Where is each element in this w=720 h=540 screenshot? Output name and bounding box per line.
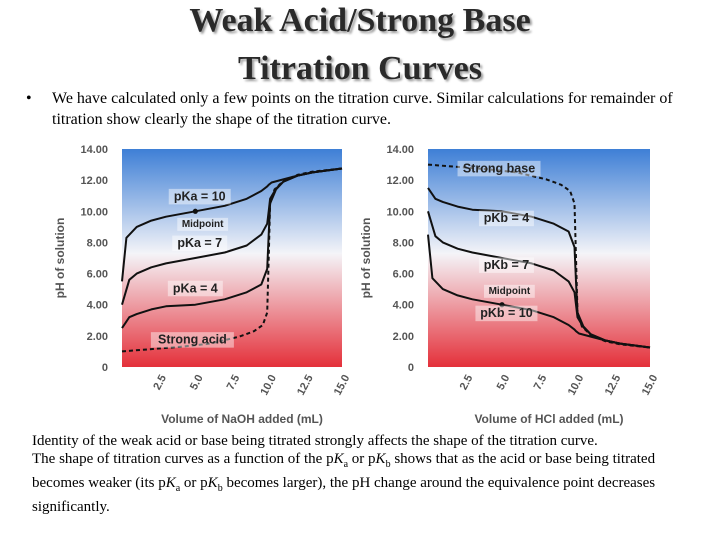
y-tick-label: 4.00	[393, 300, 414, 312]
y-tick-label: 6.00	[393, 269, 414, 281]
series-line-pkb-7	[427, 211, 651, 349]
p2-sub-b: b	[385, 459, 391, 470]
y-tick-label: 10.00	[80, 206, 108, 218]
x-tick-label: 7.5	[532, 373, 550, 392]
p2-sub-a-2: a	[175, 483, 181, 494]
y-tick-label: 6.00	[87, 269, 108, 281]
x-tick-label: 10.0	[258, 373, 279, 398]
slide-title-line-1: Weak Acid/Strong Base	[189, 2, 531, 39]
curve-label: Strong base	[463, 161, 535, 175]
curve-label-background	[172, 235, 228, 252]
x-tick-label: 12.5	[603, 373, 624, 398]
x-tick-label: 12.5	[295, 373, 316, 398]
hcl-titration-chart: 0 2.00 4.00 6.00 8.00 10.00 12.00 14.00 2.5 5.0 7.…	[359, 144, 660, 426]
plot-background	[428, 149, 650, 367]
series-line-pkb-10	[427, 234, 651, 349]
p2-k-italic-4: K	[207, 475, 218, 491]
y-tick-label: 14.00	[80, 144, 108, 156]
curve-label-background	[177, 217, 229, 231]
midpoint-label: Midpoint	[489, 286, 531, 297]
p2-k-italic-2: K	[375, 451, 386, 467]
explanation-paragraph-2: The shape of titration curves as a funct…	[32, 450, 692, 516]
midpoint-marker	[499, 302, 505, 308]
y-tick-label: 2.00	[87, 331, 108, 343]
y-tick-label: 4.00	[87, 300, 108, 312]
bullet-marker: •	[26, 90, 32, 107]
series-line-pka-10	[121, 167, 343, 282]
curve-label-background	[167, 280, 223, 297]
p2-text-c: becomes larger), the pH change around th…	[32, 475, 656, 515]
x-axis-label: Volume of HCl added (mL)	[474, 412, 623, 426]
y-tick-label: 2.00	[393, 331, 414, 343]
naoh-titration-chart: 0 2.00 4.00 6.00 8.00 10.00 12.00 14.00 2.5 5.0 7.…	[53, 144, 352, 426]
curve-label: Strong acid	[158, 333, 227, 347]
midpoint-label: Midpoint	[182, 219, 224, 230]
curve-label-background	[484, 284, 535, 298]
curve-label: pKb = 7	[484, 258, 530, 272]
explanation-paragraph-1: Identity of the weak acid or base being …	[32, 433, 598, 449]
x-tick-label: 5.0	[188, 373, 206, 392]
plot-background	[122, 149, 342, 367]
slide-title-line-2: Titration Curves	[238, 50, 482, 87]
p2-sub-b-2: b	[217, 483, 223, 494]
y-tick-label: 12.00	[80, 175, 108, 187]
curve-label: pKa = 7	[177, 236, 222, 250]
p2-text-or: or p	[348, 451, 376, 467]
x-axis-label: Volume of NaOH added (mL)	[161, 412, 323, 426]
y-tick-label: 8.00	[87, 237, 108, 249]
x-tick-label: 2.5	[458, 373, 476, 392]
p2-k-italic-3: K	[165, 475, 176, 491]
p2-sub-a: a	[343, 459, 349, 470]
y-axis-label: pH of solution	[53, 218, 67, 299]
x-tick-label: 10.0	[566, 373, 587, 398]
curve-label: pKb = 10	[480, 306, 532, 320]
x-tick-label: 2.5	[151, 373, 169, 392]
curve-label-background	[475, 305, 538, 322]
series-line-pka-7	[121, 167, 343, 305]
curve-label-background	[478, 257, 534, 273]
curve-label: pKb = 4	[484, 211, 530, 225]
explanation-text: Identity of the weak acid or base being …	[32, 432, 692, 516]
x-tick-label: 5.0	[495, 373, 513, 392]
x-tick-label: 15.0	[332, 373, 353, 398]
p2-k-italic: K	[333, 451, 344, 467]
x-tick-label: 7.5	[225, 373, 243, 392]
curve-label-background	[478, 210, 534, 227]
y-tick-label: 12.00	[386, 175, 414, 187]
y-tick-label: 0	[408, 362, 414, 374]
curve-label-background	[150, 332, 234, 348]
p2-text-or-2: or p	[180, 475, 208, 491]
p2-text-a: The shape of titration curves as a funct…	[32, 451, 334, 467]
y-axis-label: pH of solution	[359, 218, 373, 299]
p2-text-b: shows that as the acid or base being tit…	[32, 451, 656, 491]
y-tick-label: 10.00	[386, 206, 414, 218]
x-tick-label: 15.0	[640, 373, 661, 398]
midpoint-marker	[192, 208, 198, 214]
curve-label: pKa = 4	[173, 281, 218, 295]
y-tick-label: 0	[102, 362, 108, 374]
y-tick-label: 8.00	[393, 237, 414, 249]
curve-label-background	[168, 188, 231, 205]
y-tick-label: 14.00	[386, 144, 414, 156]
curve-label: pKa = 10	[174, 189, 226, 203]
curve-label-background	[457, 160, 541, 177]
bullet-text: We have calculated only a few points on …	[52, 90, 673, 128]
